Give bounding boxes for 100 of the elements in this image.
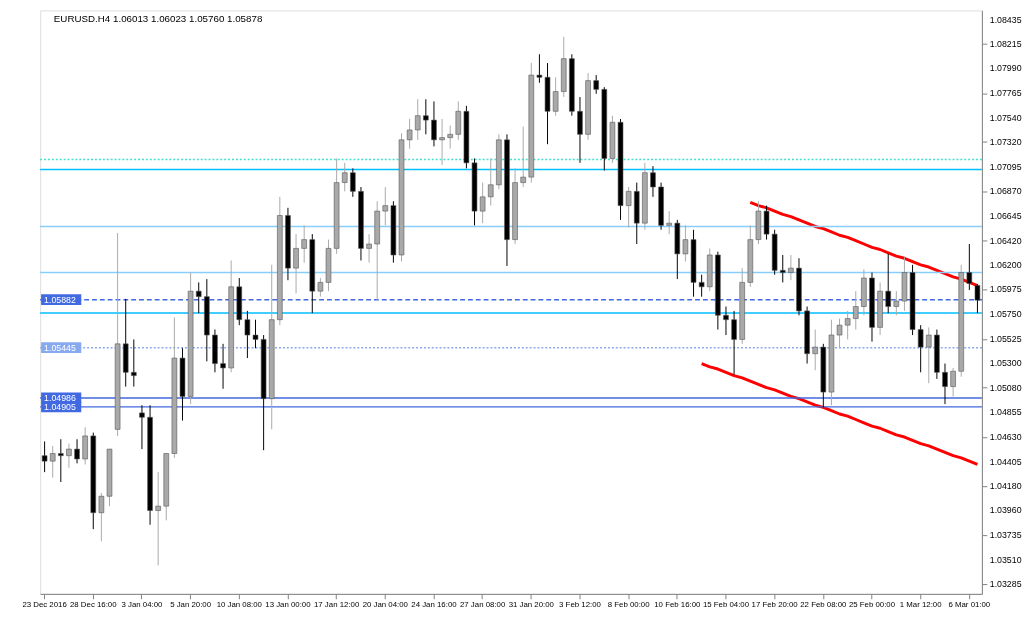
x-tick-label: 31 Jan 20:00 xyxy=(508,600,555,610)
y-tick-label: 1.06645 xyxy=(989,210,1022,221)
candlestick xyxy=(666,210,672,235)
y-tick-label: 1.07540 xyxy=(989,112,1022,123)
y-tick-label: 1.03510 xyxy=(989,554,1022,565)
candlestick xyxy=(155,471,161,566)
candlestick xyxy=(41,440,48,473)
candlestick xyxy=(220,343,226,390)
candlestick xyxy=(966,243,973,291)
y-tick-label: 1.05080 xyxy=(989,382,1022,393)
ref-line-label: 1.04986 xyxy=(44,392,76,403)
y-tick-label: 1.08435 xyxy=(989,14,1022,25)
candlestick xyxy=(942,363,948,405)
y-tick-label: 1.05975 xyxy=(989,284,1022,295)
chart-title: EURUSD.H4 1.06013 1.06023 1.05760 1.05878 xyxy=(53,13,263,25)
candlestick xyxy=(853,290,859,331)
y-tick-label: 1.06200 xyxy=(989,259,1022,270)
candlestick xyxy=(650,165,656,198)
candlestick xyxy=(447,125,453,150)
y-tick-label: 1.04630 xyxy=(989,431,1022,442)
line-series xyxy=(700,362,979,466)
candlestick xyxy=(788,254,794,281)
candlestick xyxy=(487,157,494,207)
candlestick xyxy=(479,182,486,224)
candlestick xyxy=(780,254,786,283)
y-tick-label: 1.07095 xyxy=(989,161,1022,172)
x-tick-label: 28 Dec 16:00 xyxy=(69,600,118,610)
candlestick xyxy=(317,277,324,298)
y-tick-label: 1.06870 xyxy=(989,186,1022,197)
x-tick-label: 3 Feb 12:00 xyxy=(559,600,602,610)
y-tick-label: 1.04855 xyxy=(989,407,1022,418)
y-tick-label: 1.03960 xyxy=(989,505,1022,516)
candlestick xyxy=(950,367,956,397)
candlestick xyxy=(844,310,851,340)
candlestick xyxy=(698,274,705,298)
candlestick xyxy=(66,443,72,469)
x-tick-label: 3 Jan 04:00 xyxy=(121,600,164,610)
x-tick-label: 13 Jan 00:00 xyxy=(265,600,312,610)
x-tick-label: 1 Mar 12:00 xyxy=(899,600,943,610)
candlestick xyxy=(593,74,599,95)
candlestick xyxy=(723,306,729,336)
candlestick xyxy=(926,326,932,384)
ref-line-label: 1.05882 xyxy=(44,294,76,305)
candlestick xyxy=(293,233,299,294)
x-tick-label: 5 Jan 20:00 xyxy=(170,600,212,610)
candlestick xyxy=(917,324,924,373)
y-tick-label: 1.04405 xyxy=(989,456,1022,467)
x-tick-label: 15 Feb 04:00 xyxy=(702,600,750,610)
x-tick-label: 10 Jan 08:00 xyxy=(216,600,263,610)
y-tick-label: 1.03285 xyxy=(989,579,1022,590)
candlestick xyxy=(82,426,88,465)
x-tick-label: 17 Jan 12:00 xyxy=(313,600,360,610)
y-tick-label: 1.05750 xyxy=(989,309,1022,320)
y-tick-label: 1.05525 xyxy=(989,333,1022,344)
x-tick-label: 6 Mar 01:00 xyxy=(948,600,991,610)
candlestick xyxy=(423,98,429,135)
x-tick-label: 25 Feb 00:00 xyxy=(848,600,896,610)
candlestick xyxy=(974,283,981,314)
candlestick xyxy=(350,167,356,198)
candlestick xyxy=(139,404,145,450)
y-tick-label: 1.05300 xyxy=(989,358,1022,369)
candlestick xyxy=(382,186,389,226)
y-tick-label: 1.04180 xyxy=(989,481,1022,492)
candlestick xyxy=(252,319,259,349)
y-tick-label: 1.07990 xyxy=(989,63,1022,74)
candlestick xyxy=(195,281,202,314)
candlestick xyxy=(244,310,251,359)
candlestick xyxy=(301,224,307,264)
candlestick xyxy=(341,162,348,192)
candlestick xyxy=(58,438,64,483)
x-tick-label: 17 Feb 20:00 xyxy=(751,600,799,610)
candlestick xyxy=(439,118,445,166)
candlestick xyxy=(812,329,818,371)
candlestick xyxy=(131,338,137,388)
y-tick-label: 1.06420 xyxy=(989,235,1022,246)
y-tick-label: 1.08215 xyxy=(989,38,1022,49)
candlestick xyxy=(893,290,900,316)
candlestick xyxy=(731,310,737,376)
x-tick-label: 10 Feb 16:00 xyxy=(654,600,702,610)
candlestick xyxy=(455,100,462,141)
candlestick xyxy=(625,186,632,229)
candlestick xyxy=(406,118,413,150)
candlestick xyxy=(552,76,559,117)
candlestick xyxy=(431,100,437,147)
x-tick-label: 24 Jan 16:00 xyxy=(411,600,458,610)
ref-line-label: 1.04905 xyxy=(44,401,76,412)
ref-line-label: 1.05445 xyxy=(44,342,76,353)
x-tick-label: 23 Dec 2016 xyxy=(22,600,68,610)
y-tick-label: 1.07765 xyxy=(989,88,1022,99)
x-tick-label: 20 Jan 04:00 xyxy=(362,600,409,610)
x-tick-label: 22 Feb 08:00 xyxy=(800,600,848,610)
candlestick xyxy=(74,438,80,464)
y-tick-label: 1.03735 xyxy=(989,530,1022,541)
candlestick xyxy=(366,233,372,264)
candlestick xyxy=(98,492,105,542)
candlestick xyxy=(885,253,891,314)
y-tick-label: 1.07320 xyxy=(989,136,1022,147)
candlestick xyxy=(577,96,583,164)
candlestick xyxy=(414,98,421,141)
x-tick-label: 27 Jan 08:00 xyxy=(459,600,506,610)
